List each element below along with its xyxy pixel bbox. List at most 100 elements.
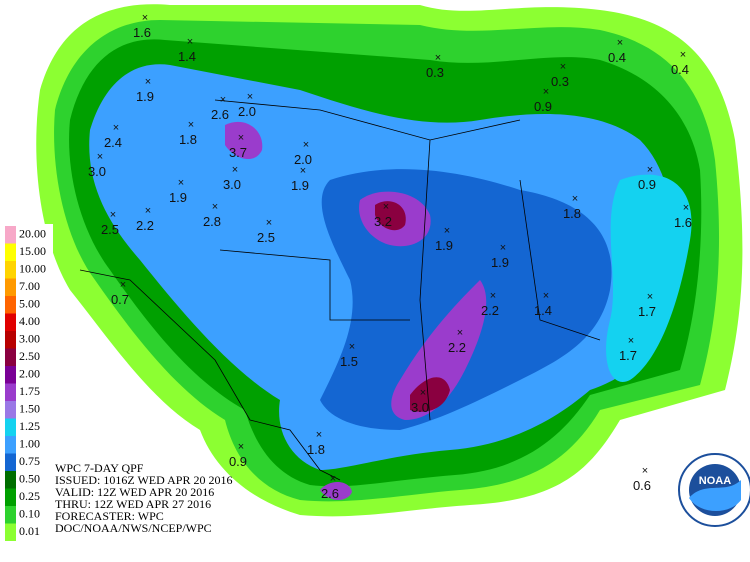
max-value: 3.0 [88, 164, 106, 179]
legend-label: 3.00 [19, 332, 40, 346]
info-line: FORECASTER: WPC [55, 509, 164, 523]
max-marker: × [145, 76, 151, 88]
legend-label: 1.50 [19, 402, 40, 416]
max-value: 3.0 [223, 177, 241, 192]
max-marker: × [212, 201, 218, 213]
max-marker: × [617, 37, 623, 49]
legend-swatch [5, 453, 16, 471]
max-value: 2.0 [238, 104, 256, 119]
legend: 20.00 15.00 10.00 7.00 5.00 4.00 3.00 2.50 2.00 1… [3, 224, 53, 562]
max-marker: × [457, 327, 463, 339]
max-marker: × [113, 122, 119, 134]
max-value: 0.6 [633, 478, 651, 493]
max-marker: × [572, 193, 578, 205]
max-value: 1.5 [340, 354, 358, 369]
max-marker: × [188, 119, 194, 131]
max-marker: × [444, 225, 450, 237]
max-value: 1.9 [169, 190, 187, 205]
max-value: 2.2 [136, 218, 154, 233]
max-value: 2.6 [211, 107, 229, 122]
legend-swatch [5, 523, 16, 541]
info-line: THRU: 12Z WED APR 27 2016 [55, 497, 211, 511]
max-marker: × [110, 209, 116, 221]
legend-label: 0.50 [19, 472, 40, 486]
max-marker: × [420, 387, 426, 399]
max-value: 1.4 [178, 49, 196, 64]
max-value: 1.4 [534, 303, 552, 318]
max-value: 1.9 [491, 255, 509, 270]
max-marker: × [187, 36, 193, 48]
max-marker: × [490, 290, 496, 302]
max-marker: × [680, 49, 686, 61]
max-value: 1.8 [307, 442, 325, 457]
legend-swatch [5, 243, 16, 261]
max-value: 1.8 [179, 132, 197, 147]
max-value: 2.5 [101, 222, 119, 237]
legend-label: 2.50 [19, 349, 40, 363]
boundaries [79, 99, 601, 481]
max-value: 1.7 [638, 304, 656, 319]
legend-swatch [5, 506, 16, 524]
info-box [50, 460, 215, 535]
max-marker: × [120, 279, 126, 291]
max-value: 3.7 [229, 145, 247, 160]
legend-swatch [5, 471, 16, 489]
logo-text: NOAA [699, 475, 731, 487]
max-value: 2.4 [104, 135, 122, 150]
legend-swatch [5, 366, 16, 384]
max-marker: × [97, 151, 103, 163]
legend-swatch [5, 296, 16, 314]
legend-label: 4.00 [19, 314, 40, 328]
legend-swatch [5, 418, 16, 436]
max-value: 0.7 [111, 292, 129, 307]
max-marker: × [383, 201, 389, 213]
max-marker: × [238, 132, 244, 144]
max-marker: × [543, 290, 549, 302]
max-value: 0.4 [608, 50, 626, 65]
legend-swatch [5, 436, 16, 454]
max-marker: × [683, 202, 689, 214]
legend-label: 0.75 [19, 454, 40, 468]
max-value: 0.3 [551, 74, 569, 89]
max-marker: × [330, 473, 336, 485]
max-marker: × [238, 441, 244, 453]
max-value: 1.7 [619, 348, 637, 363]
info-line: ISSUED: 1016Z WED APR 20 2016 [55, 473, 232, 487]
max-value: 0.9 [534, 99, 552, 114]
max-marker: × [435, 52, 441, 64]
max-marker: × [303, 139, 309, 151]
max-marker: × [628, 335, 634, 347]
max-marker: × [247, 91, 253, 103]
max-value: 0.9 [229, 454, 247, 469]
legend-swatch [5, 348, 16, 366]
legend-swatch [5, 331, 16, 349]
max-marker: × [316, 429, 322, 441]
max-value: 1.9 [291, 178, 309, 193]
max-value: 2.2 [448, 340, 466, 355]
max-marker: × [220, 94, 226, 106]
noaa-logo: NOAA [678, 453, 750, 527]
legend-label: 1.25 [19, 419, 40, 433]
max-value: 2.0 [294, 152, 312, 167]
max-value: 3.2 [374, 214, 392, 229]
legend-swatch [5, 261, 16, 279]
max-value: 1.8 [563, 206, 581, 221]
max-value: 2.8 [203, 214, 221, 229]
legend-label: 1.00 [19, 437, 40, 451]
max-marker: × [642, 465, 648, 477]
max-marker: × [560, 61, 566, 73]
max-marker: × [300, 165, 306, 177]
max-value: 2.5 [257, 230, 275, 245]
precip-fields [36, 4, 743, 517]
max-value: 1.6 [674, 215, 692, 230]
legend-label: 20.00 [19, 227, 46, 241]
legend-label: 1.75 [19, 384, 40, 398]
max-marker: × [543, 86, 549, 98]
max-value: 3.0 [411, 400, 429, 415]
max-marker: × [266, 217, 272, 229]
max-marker: × [178, 177, 184, 189]
max-value: 0.4 [671, 62, 689, 77]
max-value: 1.9 [136, 89, 154, 104]
